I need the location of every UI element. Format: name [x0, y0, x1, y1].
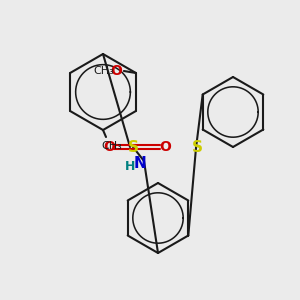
Text: O: O: [103, 140, 115, 154]
Text: O: O: [110, 64, 122, 78]
Text: H: H: [125, 160, 135, 172]
Text: S: S: [191, 140, 203, 155]
Text: N: N: [134, 155, 146, 170]
Text: CH₃: CH₃: [102, 141, 122, 151]
Text: S: S: [128, 140, 139, 154]
Text: O: O: [159, 140, 171, 154]
Text: CH₃: CH₃: [94, 66, 114, 76]
